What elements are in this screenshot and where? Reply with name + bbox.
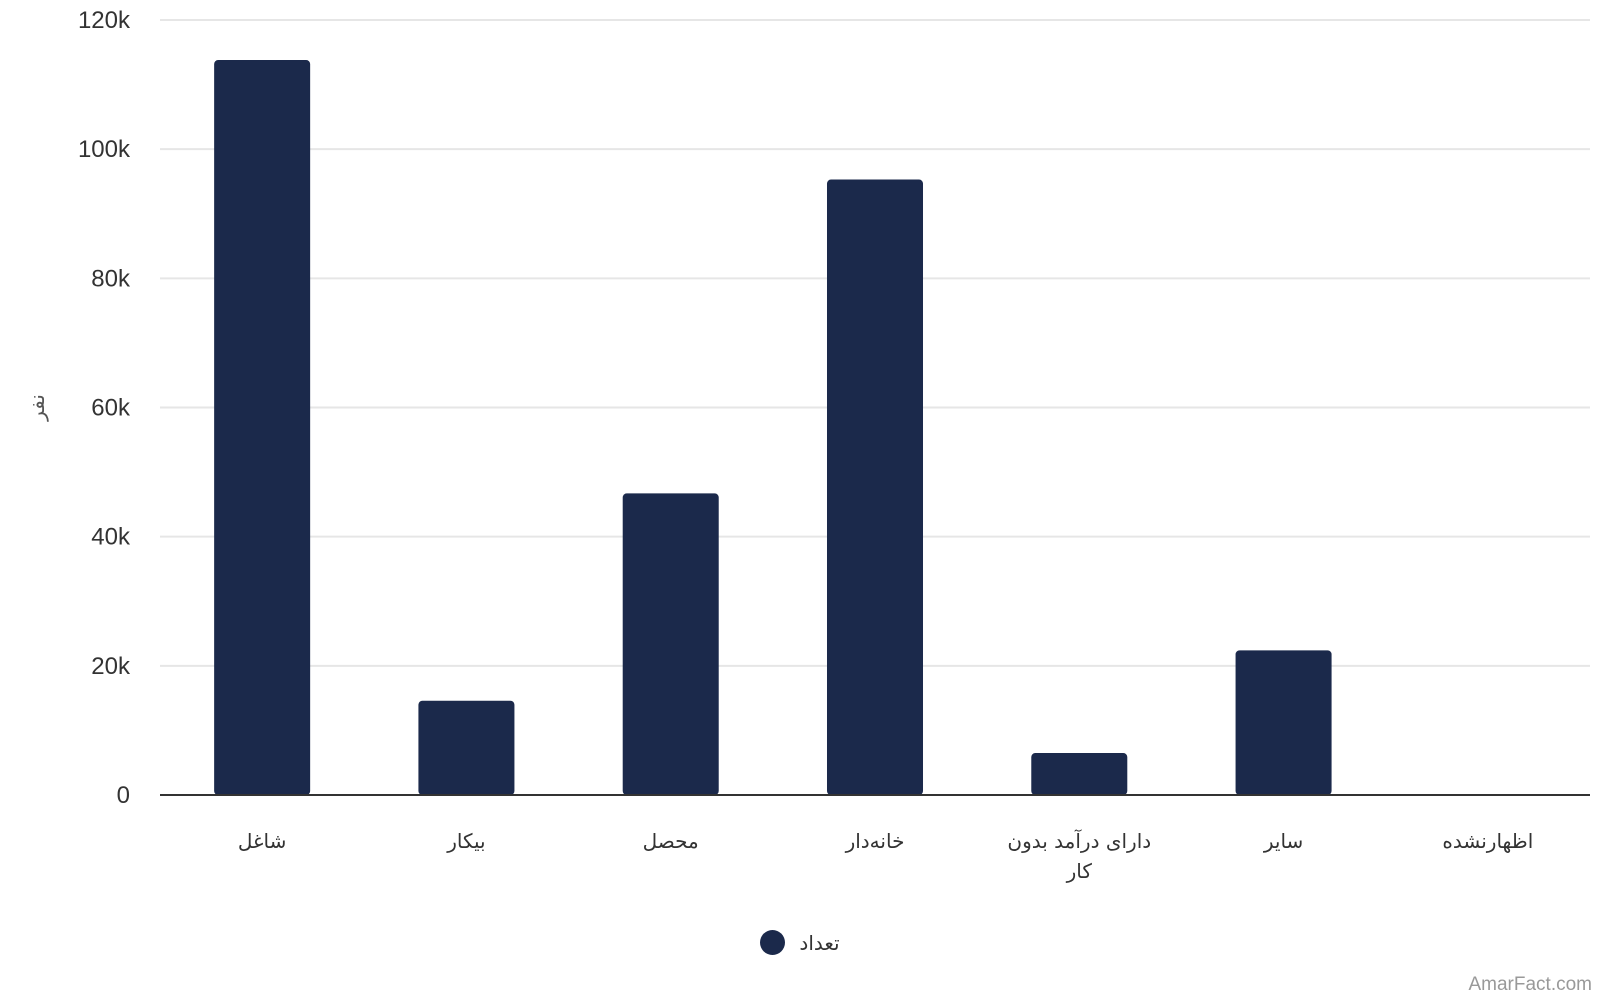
x-tick-label: شاغل [238,829,286,853]
bar[interactable] [418,700,515,795]
x-tick-label: دارای درآمد بدون کار [1007,828,1151,883]
y-tick-label: 0 [117,782,130,809]
bar[interactable] [1031,753,1128,795]
bar[interactable] [1235,650,1332,795]
x-tick-label: بیکار [446,829,485,853]
x-tick-label: خانه‌دار [845,829,905,853]
y-tick-label: 120k [78,7,131,34]
y-tick-label: 40k [91,524,131,551]
x-tick-label: محصل [643,829,699,853]
legend-label: تعداد [799,930,840,955]
y-axis-label: نفر [25,394,49,422]
y-tick-label: 100k [78,136,131,163]
watermark: AmarFact.com [1468,974,1592,995]
bar[interactable] [826,179,924,796]
legend-swatch-icon [760,930,786,955]
bar[interactable] [622,493,719,795]
x-tick-label: اظهارنشده [1442,829,1533,853]
bar[interactable] [214,60,311,795]
x-tick-label: سایر [1263,829,1303,853]
y-tick-label: 80k [91,265,131,292]
legend[interactable]: تعداد [0,930,1600,955]
y-tick-label: 20k [91,653,131,680]
y-tick-label: 60k [91,395,131,422]
